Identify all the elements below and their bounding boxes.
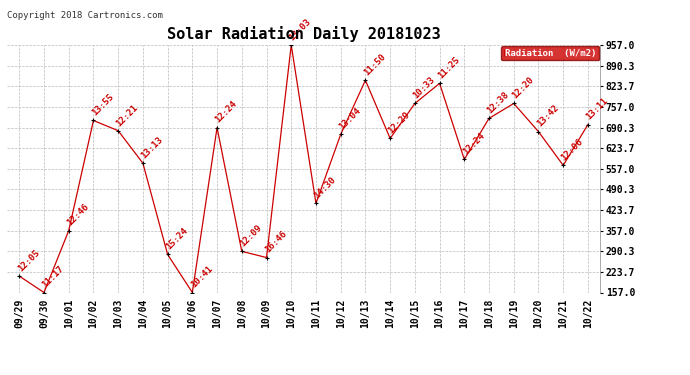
- Text: 11:50: 11:50: [362, 52, 387, 78]
- Text: 12:38: 12:38: [486, 90, 511, 116]
- Text: 13:11: 13:11: [584, 96, 610, 122]
- Text: Copyright 2018 Cartronics.com: Copyright 2018 Cartronics.com: [7, 11, 163, 20]
- Text: 13:13: 13:13: [139, 135, 165, 160]
- Text: 12:24: 12:24: [213, 99, 239, 125]
- Text: 11:17: 11:17: [41, 264, 66, 290]
- Text: 14:30: 14:30: [313, 175, 337, 201]
- Text: 12:29: 12:29: [386, 110, 412, 136]
- Text: 15:24: 15:24: [164, 226, 189, 252]
- Text: 13:42: 13:42: [535, 104, 560, 129]
- Text: 12:46: 12:46: [65, 202, 90, 228]
- Text: 12:05: 12:05: [16, 248, 41, 273]
- Text: 13:55: 13:55: [90, 92, 115, 118]
- Text: 12:20: 12:20: [510, 75, 535, 101]
- Text: 13:03: 13:03: [288, 17, 313, 42]
- Text: 12:24: 12:24: [461, 131, 486, 157]
- Text: 12:09: 12:09: [238, 223, 264, 249]
- Text: 10:33: 10:33: [411, 75, 437, 101]
- Title: Solar Radiation Daily 20181023: Solar Radiation Daily 20181023: [167, 27, 440, 42]
- Legend: Radiation  (W/m2): Radiation (W/m2): [501, 46, 600, 60]
- Text: 12:06: 12:06: [560, 137, 585, 163]
- Text: 12:21: 12:21: [115, 102, 140, 128]
- Text: 11:25: 11:25: [436, 55, 462, 81]
- Text: 13:04: 13:04: [337, 106, 362, 132]
- Text: 16:46: 16:46: [263, 230, 288, 255]
- Text: 10:41: 10:41: [189, 264, 214, 290]
